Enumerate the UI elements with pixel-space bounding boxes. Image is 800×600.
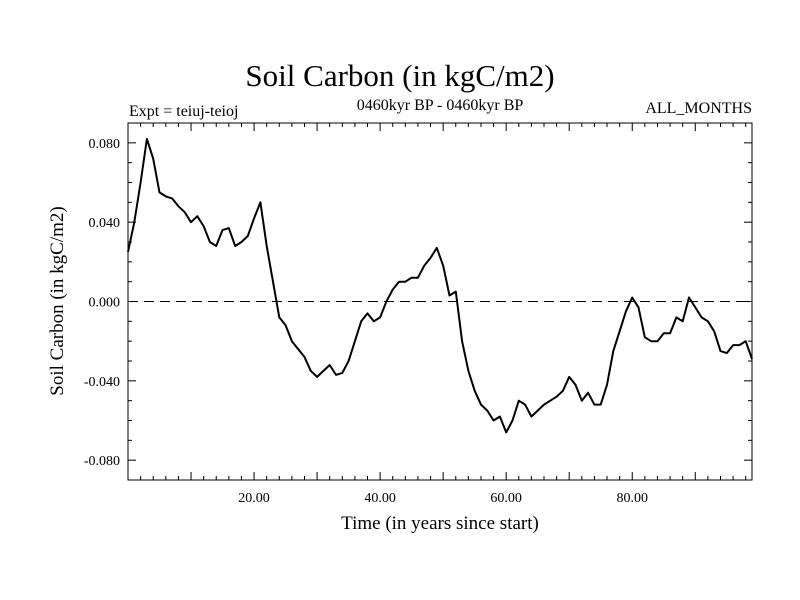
x-axis-label: Time (in years since start) <box>341 513 539 534</box>
experiment-label: Expt = teiuj-teioj <box>129 103 239 120</box>
y-tick-label: 0.080 <box>89 137 121 152</box>
x-tick-label: 40.00 <box>364 491 396 506</box>
y-tick-label: -0.080 <box>84 454 120 469</box>
x-tick-label: 60.00 <box>490 491 522 506</box>
series-line <box>127 137 753 434</box>
chart-subtitle: 0460kyr BP - 0460kyr BP <box>356 97 524 114</box>
chart-title: Soil Carbon (in kgC/m2) <box>245 58 555 93</box>
y-tick-label: 0.000 <box>89 296 121 311</box>
y-tick-label: -0.040 <box>84 375 120 390</box>
x-tick-label: 20.00 <box>238 491 270 506</box>
months-label: ALL_MONTHS <box>645 100 752 117</box>
y-tick-label: 0.040 <box>89 216 121 231</box>
y-axis: -0.080 -0.040 0.000 0.040 0.080 <box>84 122 752 481</box>
y-axis-label: Soil Carbon (in kgC/m2) <box>47 206 68 395</box>
x-axis: 20.00 40.00 60.00 80.00 <box>127 123 747 506</box>
x-tick-label: 80.00 <box>616 491 648 506</box>
